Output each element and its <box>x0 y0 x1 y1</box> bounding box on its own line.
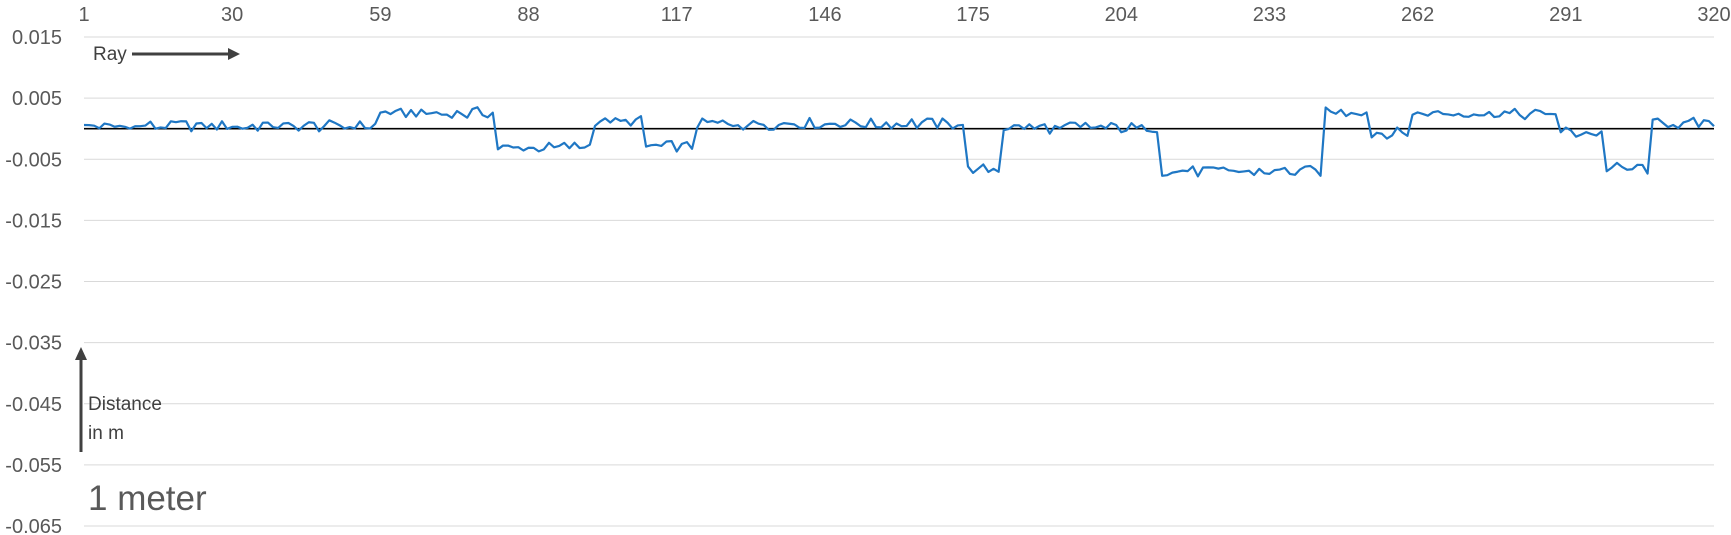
x-tick-label: 30 <box>221 4 243 26</box>
grid-lines <box>84 36 1714 527</box>
ray-arrow-head <box>228 48 240 60</box>
x-axis-labels: 1 30 59 88 117 146 175 204 233 262 291 320 <box>78 4 1730 26</box>
y-tick-label: -0.025 <box>5 272 62 294</box>
x-tick-label: 175 <box>956 4 989 26</box>
x-tick-label: 117 <box>661 4 693 26</box>
y-tick-label: -0.005 <box>5 149 62 171</box>
distance-series-line <box>83 106 1715 178</box>
x-tick-label: 291 <box>1549 4 1582 26</box>
x-tick-label: 233 <box>1253 4 1286 26</box>
x-tick-label: 320 <box>1697 4 1730 26</box>
y-tick-label: -0.015 <box>5 210 62 232</box>
x-tick-label: 59 <box>369 4 391 26</box>
distance-arrow-label-line1: Distance <box>88 394 162 415</box>
x-tick-label: 146 <box>808 4 841 26</box>
y-tick-label: 0.005 <box>12 88 62 110</box>
scale-label: 1 meter <box>88 479 207 518</box>
distance-arrow-head <box>75 347 87 360</box>
x-tick-label: 204 <box>1105 4 1138 26</box>
distance-arrow-label-line2: in m <box>88 423 124 444</box>
ray-arrow-label: Ray <box>93 44 127 65</box>
y-tick-label: -0.045 <box>5 394 62 416</box>
y-axis-labels: 0.015 0.005 -0.005 -0.015 -0.025 -0.035 -0.045… <box>5 27 62 535</box>
y-tick-label: -0.055 <box>5 455 62 477</box>
x-tick-label: 88 <box>517 4 539 26</box>
y-tick-label: -0.035 <box>5 333 62 355</box>
x-tick-label: 262 <box>1401 4 1434 26</box>
x-tick-label: 1 <box>78 4 89 26</box>
y-tick-label: -0.065 <box>5 516 62 535</box>
y-tick-label: 0.015 <box>12 27 62 49</box>
